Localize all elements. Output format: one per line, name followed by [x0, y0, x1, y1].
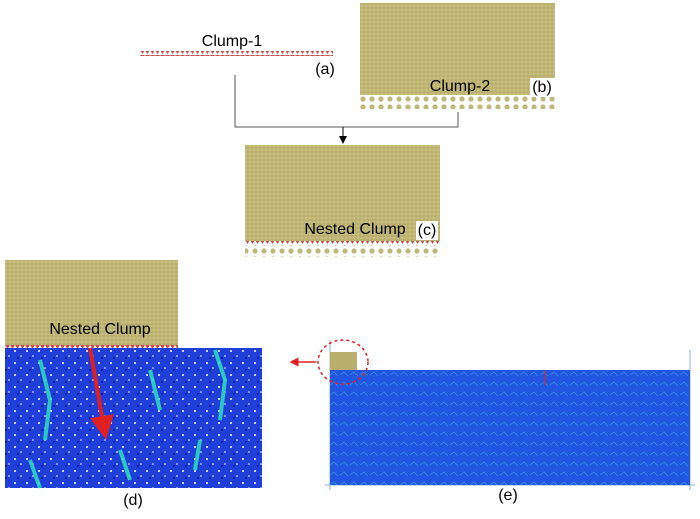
nested-clump [245, 145, 440, 241]
rock-sample [330, 370, 690, 485]
clump-1 [140, 51, 333, 56]
tag: (a) [315, 61, 335, 78]
nested-clump [5, 260, 178, 345]
tag: (b) [532, 79, 552, 96]
nested-clump-edge [5, 344, 178, 348]
nested-clump [330, 352, 357, 370]
tag: (d) [123, 492, 143, 509]
clump-2-base [360, 95, 555, 109]
label: Nested Clump [49, 321, 150, 338]
label: Nested Clump [304, 221, 405, 238]
tag-box [416, 221, 438, 240]
highlight [317, 339, 369, 385]
label: Clump-1 [202, 33, 263, 50]
tag-box [530, 78, 555, 97]
clump-2 [360, 3, 555, 95]
nested-clump-base [245, 245, 440, 257]
tag: (c) [418, 222, 437, 239]
cracks [28, 349, 228, 489]
label: Clump-2 [430, 78, 491, 95]
tag: (e) [498, 487, 518, 504]
nested-clump-edge [245, 241, 440, 245]
connector [234, 75, 459, 128]
arrow [88, 347, 114, 440]
